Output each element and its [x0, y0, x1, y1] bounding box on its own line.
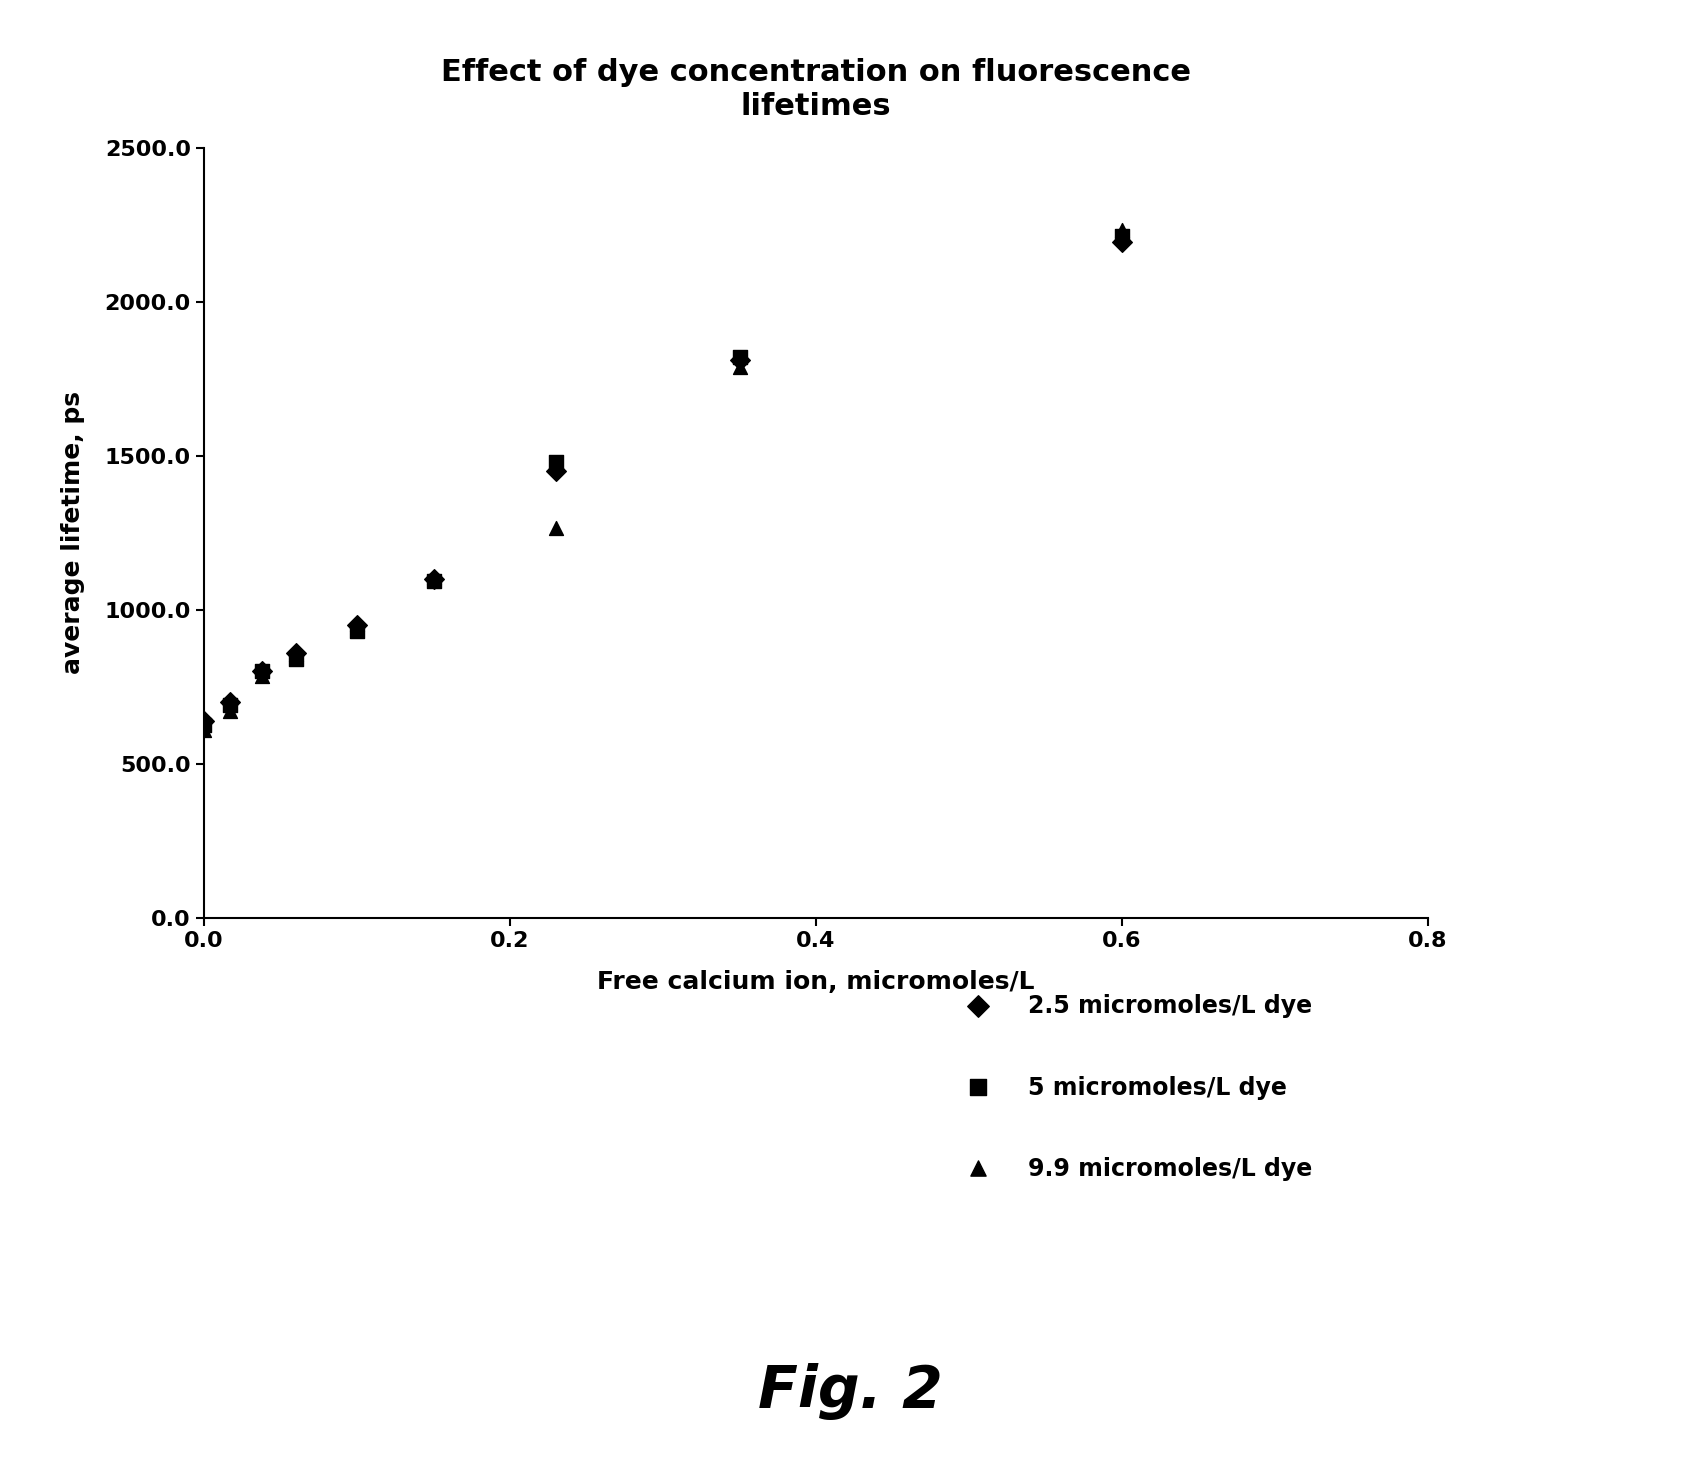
Text: 5 micromoles/L dye: 5 micromoles/L dye: [1028, 1076, 1287, 1100]
5 micromoles/L dye: [420, 568, 447, 592]
9.9 micromoles/L dye: [343, 611, 371, 635]
Text: Fig. 2: Fig. 2: [758, 1363, 942, 1419]
5 micromoles/L dye: [282, 647, 309, 670]
2.5 micromoles/L dye: [542, 459, 570, 482]
5 micromoles/L dye: [343, 620, 371, 644]
2.5 micromoles/L dye: [420, 567, 447, 591]
2.5 micromoles/L dye: [343, 613, 371, 636]
Point: [964, 1157, 991, 1181]
Point: [964, 995, 991, 1018]
2.5 micromoles/L dye: [248, 660, 275, 684]
5 micromoles/L dye: [248, 660, 275, 684]
5 micromoles/L dye: [542, 450, 570, 474]
9.9 micromoles/L dye: [216, 700, 243, 724]
9.9 micromoles/L dye: [542, 517, 570, 540]
9.9 micromoles/L dye: [726, 355, 753, 379]
5 micromoles/L dye: [216, 693, 243, 716]
9.9 micromoles/L dye: [420, 565, 447, 589]
2.5 micromoles/L dye: [282, 641, 309, 665]
2.5 micromoles/L dye: [1108, 229, 1136, 253]
Title: Effect of dye concentration on fluorescence
lifetimes: Effect of dye concentration on fluoresce…: [440, 58, 1192, 121]
2.5 micromoles/L dye: [726, 349, 753, 373]
Text: 9.9 micromoles/L dye: 9.9 micromoles/L dye: [1028, 1157, 1312, 1181]
5 micromoles/L dye: [726, 345, 753, 369]
9.9 micromoles/L dye: [282, 642, 309, 666]
9.9 micromoles/L dye: [248, 665, 275, 688]
Y-axis label: average lifetime, ps: average lifetime, ps: [61, 391, 85, 675]
Text: 2.5 micromoles/L dye: 2.5 micromoles/L dye: [1028, 995, 1312, 1018]
2.5 micromoles/L dye: [216, 690, 243, 713]
9.9 micromoles/L dye: [1108, 218, 1136, 241]
5 micromoles/L dye: [190, 713, 218, 737]
2.5 micromoles/L dye: [190, 709, 218, 733]
X-axis label: Free calcium ion, micromoles/L: Free calcium ion, micromoles/L: [597, 971, 1035, 995]
9.9 micromoles/L dye: [190, 718, 218, 741]
Point: [964, 1074, 991, 1098]
5 micromoles/L dye: [1108, 223, 1136, 247]
